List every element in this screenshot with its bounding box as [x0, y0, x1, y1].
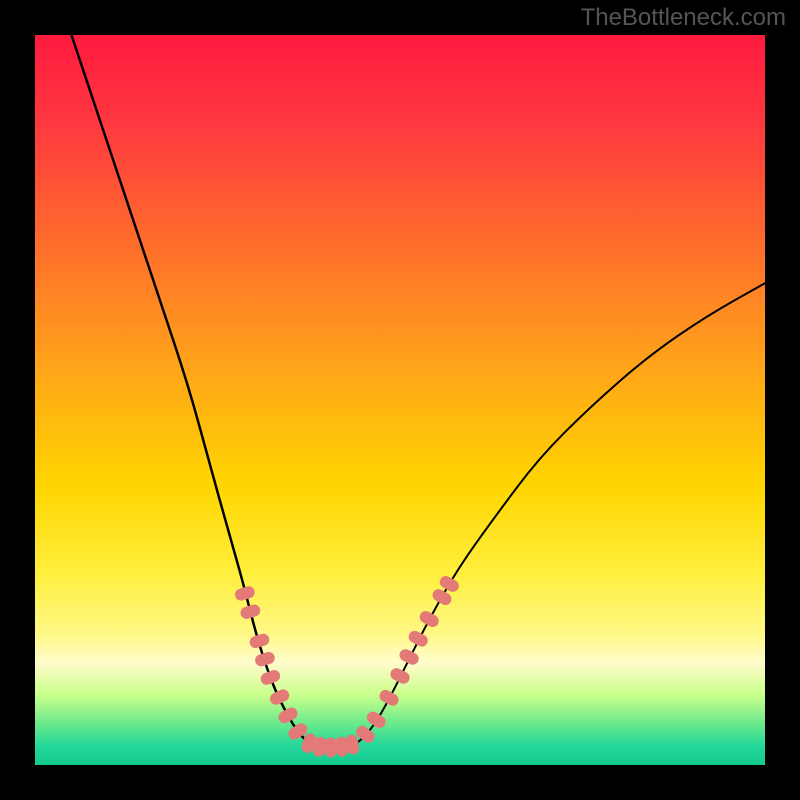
chart-canvas: TheBottleneck.com: [0, 0, 800, 800]
marker: [325, 737, 337, 757]
bottleneck-chart-svg: [0, 0, 800, 800]
